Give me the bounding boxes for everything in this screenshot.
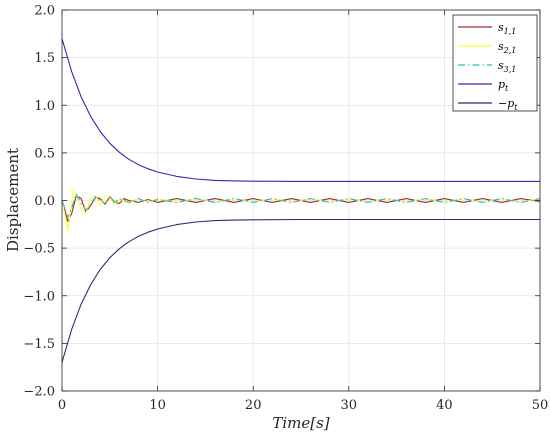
y-tick-label: −0.5 — [23, 242, 55, 257]
legend-label-base: −p — [498, 97, 514, 110]
legend-label-base: s — [498, 40, 504, 53]
legend: s1,1s2,1s3,1pt−pt — [452, 14, 538, 112]
legend-label: s1,1 — [498, 21, 516, 36]
legend-label-subscript: 1,1 — [504, 27, 517, 36]
legend-label: s2,1 — [498, 40, 516, 55]
y-tick-labels: 2.0 1.5 1.0 0.5 0.0 −0.5 −1.0 −1.5 −2.0 — [23, 4, 55, 400]
x-tick-label: 40 — [436, 398, 453, 413]
x-tick-labels: 0 10 20 30 40 50 — [58, 398, 548, 413]
y-tick-label: −1.0 — [23, 289, 55, 304]
y-tick-label: −1.5 — [23, 337, 55, 352]
legend-label-subscript: t — [505, 84, 509, 93]
y-tick-label: 0.0 — [34, 194, 55, 209]
x-tick-label: 30 — [341, 398, 358, 413]
legend-label-subscript: t — [514, 103, 518, 112]
x-tick-label: 10 — [149, 398, 166, 413]
legend-label-base: s — [498, 59, 504, 72]
y-tick-label: 2.0 — [34, 4, 55, 19]
series-line-4 — [61, 38, 540, 182]
series-line-3 — [61, 193, 541, 219]
y-tick-label: 1.5 — [34, 51, 55, 66]
legend-label-base: p — [498, 78, 505, 91]
ticks — [61, 9, 541, 392]
y-axis-label: Displacement — [4, 148, 22, 252]
series-layer — [61, 38, 541, 363]
legend-label: s3,1 — [498, 59, 516, 74]
x-tick-label: 50 — [532, 398, 549, 413]
legend-label: −pt — [498, 97, 518, 112]
y-tick-label: 1.0 — [34, 99, 55, 114]
x-tick-label: 20 — [245, 398, 262, 413]
y-tick-label: −2.0 — [23, 385, 55, 400]
legend-label-subscript: 2,1 — [503, 46, 517, 55]
x-tick-label: 0 — [58, 398, 66, 413]
y-tick-label: 0.5 — [34, 146, 55, 161]
legend-label: pt — [498, 78, 509, 93]
legend-label-base: s — [498, 21, 504, 34]
legend-box — [452, 14, 538, 112]
series-line-5 — [61, 218, 540, 363]
x-axis-label: Time[s] — [272, 414, 329, 432]
legend-label-subscript: 3,1 — [504, 65, 517, 74]
